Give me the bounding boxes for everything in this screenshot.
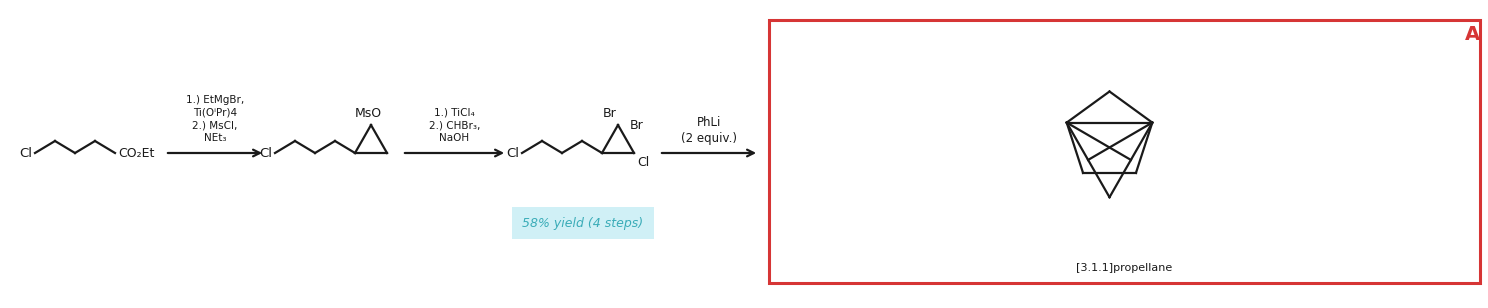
Text: Br: Br: [603, 107, 618, 120]
Text: CO₂Et: CO₂Et: [118, 147, 155, 160]
Text: Cl: Cl: [19, 147, 33, 160]
Text: 1.) TiCl₄
2.) CHBr₃,
NaOH: 1.) TiCl₄ 2.) CHBr₃, NaOH: [429, 107, 481, 143]
Bar: [769, 20, 1481, 283]
Text: Br: Br: [629, 119, 644, 132]
Text: PhLi
(2 equiv.): PhLi (2 equiv.): [682, 116, 737, 145]
Text: 1.) EtMgBr,
Ti(OⁱPr)4
2.) MsCl,
NEt₃: 1.) EtMgBr, Ti(OⁱPr)4 2.) MsCl, NEt₃: [186, 95, 244, 143]
Text: MsO: MsO: [354, 107, 381, 120]
Bar: [512, 207, 655, 239]
Text: Cl: Cl: [637, 156, 649, 169]
Text: [3.1.1]propellane: [3.1.1]propellane: [1076, 263, 1173, 273]
Text: Cl: Cl: [259, 147, 272, 160]
Text: A: A: [1464, 25, 1479, 44]
Text: 58% yield (4 steps): 58% yield (4 steps): [522, 217, 644, 229]
Text: Cl: Cl: [506, 147, 519, 160]
